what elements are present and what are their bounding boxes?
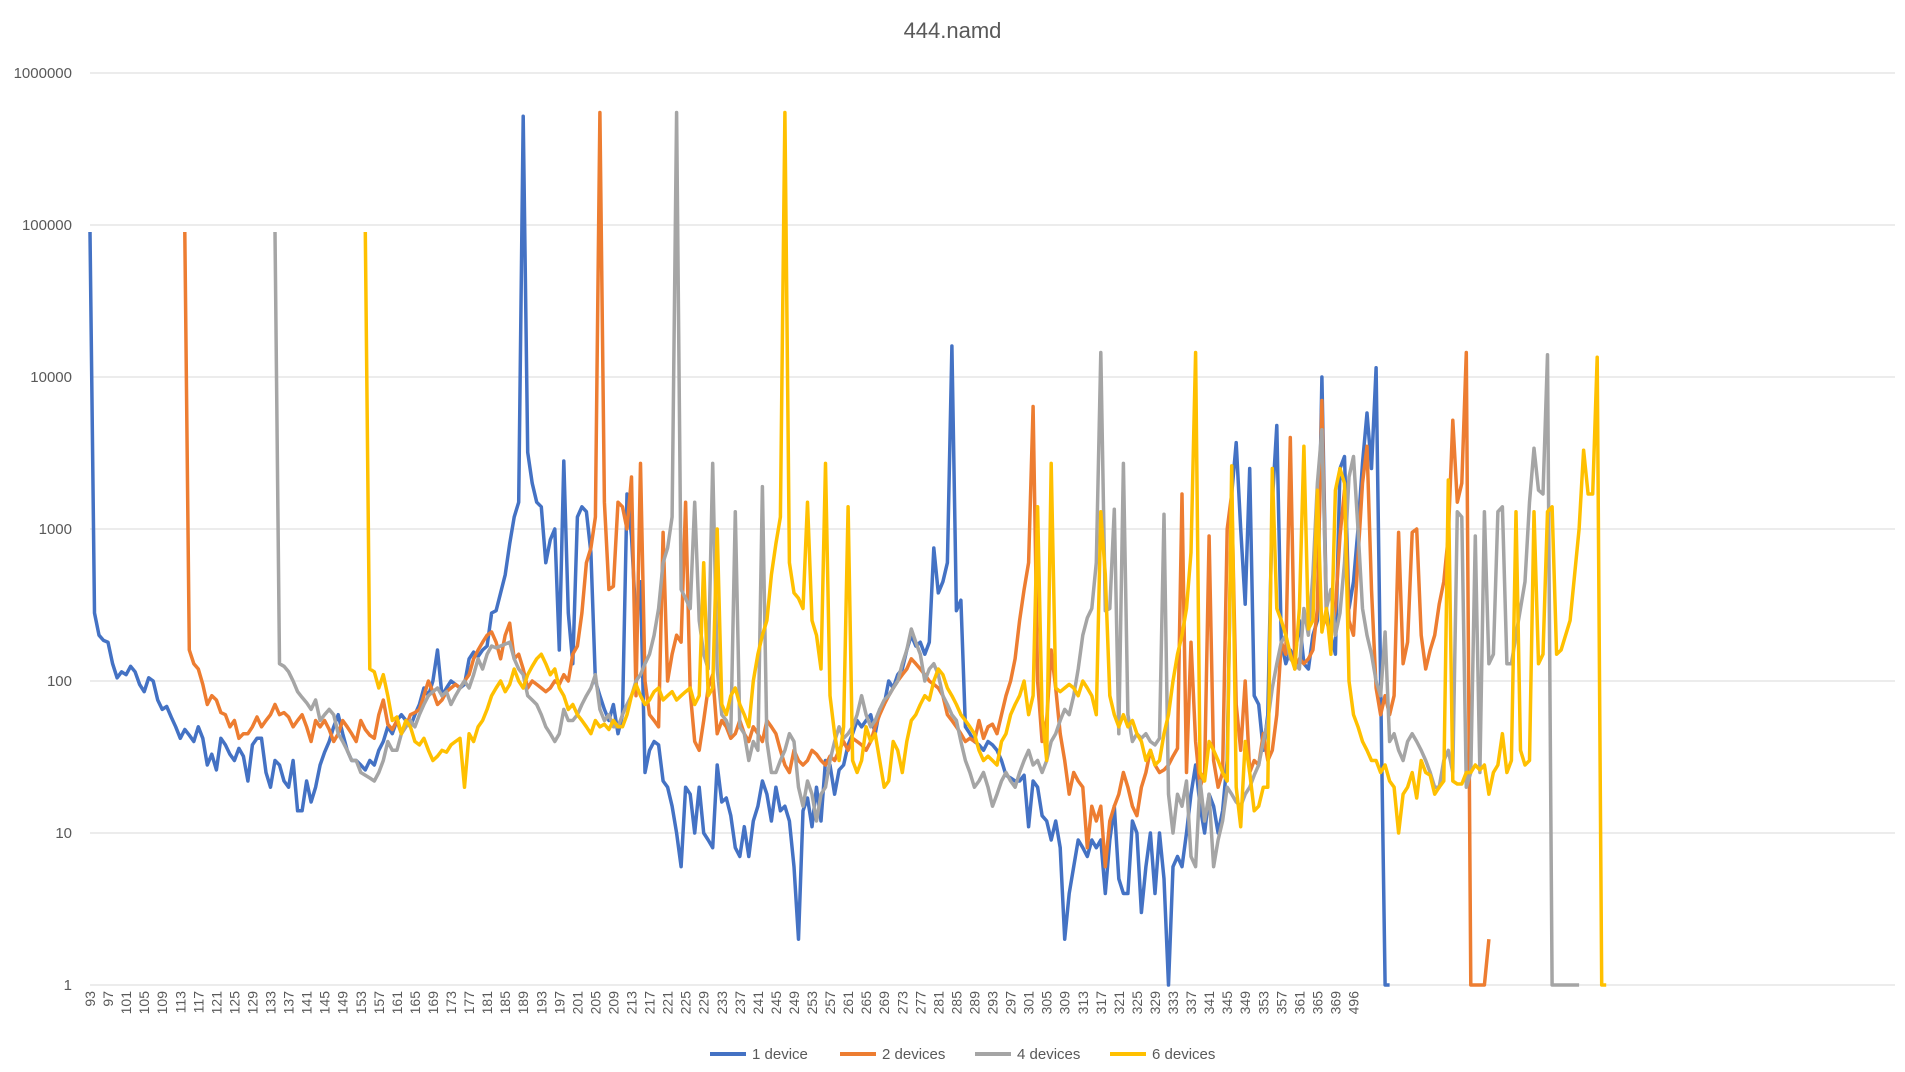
x-tick-label: 241	[750, 991, 766, 1015]
x-tick-label: 273	[894, 991, 910, 1015]
x-tick-label: 321	[1111, 991, 1127, 1015]
x-tick-label: 161	[389, 991, 405, 1015]
x-tick-label: 309	[1057, 991, 1073, 1015]
x-tick-label: 113	[172, 991, 188, 1014]
x-tick-label: 261	[840, 991, 856, 1015]
x-tick-label: 281	[930, 991, 946, 1015]
x-tick-label: 177	[461, 991, 477, 1015]
x-tick-label: 157	[371, 991, 387, 1015]
y-axis-ticks: 1 10 100 1000 10000 100000 1000000	[14, 65, 72, 994]
x-tick-label: 193	[533, 991, 549, 1015]
x-tick-label: 361	[1291, 991, 1307, 1015]
x-tick-label: 257	[822, 991, 838, 1015]
x-tick-label: 249	[786, 991, 802, 1015]
x-tick-label: 265	[858, 991, 874, 1015]
x-tick-label: 317	[1093, 991, 1109, 1015]
x-tick-label: 217	[642, 991, 658, 1015]
x-tick-label: 197	[551, 991, 567, 1015]
x-tick-label: 341	[1201, 991, 1217, 1015]
x-tick-label: 205	[587, 991, 603, 1015]
x-tick-label: 117	[190, 991, 206, 1014]
y-tick-label: 1	[64, 977, 72, 994]
x-tick-label: 269	[876, 991, 892, 1015]
legend-label: 2 devices	[882, 1046, 945, 1063]
x-tick-label: 213	[624, 991, 640, 1015]
x-tick-label: 245	[768, 991, 784, 1015]
x-tick-label: 209	[605, 991, 621, 1015]
x-tick-label: 101	[118, 991, 134, 1015]
x-tick-label: 149	[335, 991, 351, 1015]
x-tick-label: 329	[1147, 991, 1163, 1015]
x-tick-label: 496	[1346, 991, 1362, 1015]
x-tick-label: 109	[154, 991, 170, 1015]
x-tick-label: 237	[732, 991, 748, 1015]
x-tick-label: 137	[281, 991, 297, 1015]
y-tick-label: 100	[47, 673, 72, 690]
x-tick-label: 253	[804, 991, 820, 1015]
x-tick-label: 225	[678, 991, 694, 1015]
x-tick-label: 357	[1273, 991, 1289, 1015]
x-tick-label: 301	[1021, 991, 1037, 1015]
x-tick-label: 277	[912, 991, 928, 1015]
x-axis-ticks: 93 97 101 105 109 113 117 121 125 129 133 137 141 145…	[82, 991, 1362, 1015]
x-tick-label: 313	[1075, 991, 1091, 1015]
x-tick-label: 201	[569, 991, 585, 1015]
x-tick-label: 141	[299, 991, 315, 1015]
x-tick-label: 353	[1255, 991, 1271, 1015]
legend-label: 4 devices	[1017, 1046, 1080, 1063]
series-lines	[88, 110, 1607, 987]
x-tick-label: 97	[100, 991, 116, 1007]
series-line-3	[273, 110, 1580, 987]
x-tick-label: 105	[136, 991, 152, 1015]
x-tick-label: 285	[948, 991, 964, 1015]
legend: 1 device 2 devices 4 devices 6 devices	[710, 1046, 1215, 1063]
x-tick-label: 173	[443, 991, 459, 1015]
gridlines	[90, 72, 1895, 986]
x-tick-label: 349	[1237, 991, 1253, 1015]
x-tick-label: 365	[1309, 991, 1325, 1015]
x-tick-label: 297	[1003, 991, 1019, 1015]
x-tick-label: 145	[317, 991, 333, 1015]
x-tick-label: 185	[497, 991, 513, 1015]
y-tick-label: 1000	[39, 521, 72, 538]
series-line-4	[363, 110, 1607, 987]
x-tick-label: 325	[1129, 991, 1145, 1015]
y-tick-label: 10	[55, 825, 72, 842]
x-tick-label: 189	[515, 991, 531, 1015]
chart-title: 444.namd	[903, 18, 1002, 43]
x-tick-label: 129	[244, 991, 260, 1015]
x-tick-label: 181	[479, 991, 495, 1015]
x-tick-label: 121	[208, 991, 224, 1015]
x-tick-label: 153	[353, 991, 369, 1015]
x-tick-label: 233	[714, 991, 730, 1015]
x-tick-label: 337	[1183, 991, 1199, 1015]
series-line-1	[88, 114, 1390, 987]
x-tick-label: 369	[1327, 991, 1343, 1015]
x-tick-label: 305	[1039, 991, 1055, 1015]
x-tick-label: 289	[966, 991, 982, 1015]
x-tick-label: 125	[226, 991, 242, 1015]
x-tick-label: 169	[425, 991, 441, 1015]
legend-label: 6 devices	[1152, 1046, 1215, 1063]
y-tick-label: 1000000	[14, 65, 72, 82]
series-line-2	[183, 110, 1491, 987]
x-tick-label: 293	[985, 991, 1001, 1015]
y-tick-label: 100000	[22, 217, 72, 234]
legend-label: 1 device	[752, 1046, 808, 1063]
x-tick-label: 221	[660, 991, 676, 1015]
x-tick-label: 165	[407, 991, 423, 1015]
x-tick-label: 345	[1219, 991, 1235, 1015]
x-tick-label: 93	[82, 991, 98, 1007]
y-tick-label: 10000	[30, 369, 72, 386]
x-tick-label: 333	[1165, 991, 1181, 1015]
x-tick-label: 133	[263, 991, 279, 1015]
x-tick-label: 229	[696, 991, 712, 1015]
